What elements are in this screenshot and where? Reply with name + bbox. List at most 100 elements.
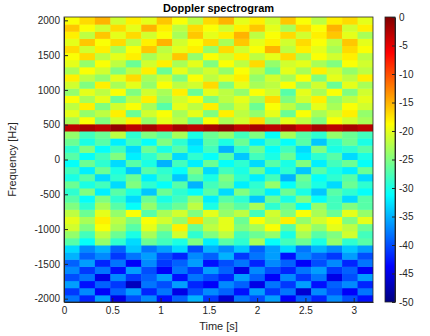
cell (219, 67, 235, 75)
cell (126, 81, 142, 89)
cell (95, 95, 111, 103)
cell (188, 274, 204, 282)
cell (296, 181, 312, 189)
cell (358, 209, 373, 217)
cell (157, 46, 173, 54)
cell (141, 238, 157, 246)
cell (126, 259, 142, 267)
cell (141, 46, 157, 54)
cell (141, 103, 157, 111)
cell (327, 95, 343, 103)
cell (126, 145, 142, 153)
cell (110, 88, 126, 96)
cell (203, 245, 219, 253)
cell (311, 67, 327, 75)
cell (95, 17, 111, 25)
cell (203, 288, 219, 296)
cell (296, 188, 312, 196)
cell (79, 31, 95, 39)
cell (234, 124, 250, 132)
cell (172, 24, 188, 32)
cell (311, 224, 327, 232)
cell (172, 245, 188, 253)
cell (234, 224, 250, 232)
cell (280, 74, 296, 82)
tick-mark (392, 302, 395, 303)
cell (141, 167, 157, 175)
cell (280, 117, 296, 125)
cell (311, 266, 327, 274)
tick-label: 1500 (38, 50, 61, 61)
tick-mark (392, 274, 395, 275)
cell (265, 231, 281, 239)
tick-mark (392, 160, 395, 161)
cell (327, 31, 343, 39)
tick: 3 (351, 298, 357, 316)
cell (110, 174, 126, 182)
cell (342, 167, 358, 175)
cell (327, 266, 343, 274)
cell (219, 167, 235, 175)
cell (342, 195, 358, 203)
cell (79, 266, 95, 274)
cell (126, 195, 142, 203)
cell (249, 167, 265, 175)
cell (265, 167, 281, 175)
tick: -45 (392, 268, 414, 279)
cell (234, 274, 250, 282)
cell (265, 224, 281, 232)
cell (234, 252, 250, 260)
cell (219, 95, 235, 103)
cell (141, 145, 157, 153)
cell (342, 138, 358, 146)
tick-label: 1.5 (202, 305, 216, 316)
cell (249, 288, 265, 296)
cell (110, 67, 126, 75)
cell (79, 131, 95, 139)
cell (280, 138, 296, 146)
cell (234, 238, 250, 246)
cell (249, 266, 265, 274)
cell (157, 138, 173, 146)
cell (234, 259, 250, 267)
cell (157, 81, 173, 89)
cell (234, 152, 250, 160)
cell (342, 160, 358, 168)
cell (342, 181, 358, 189)
cell (234, 53, 250, 61)
cell (342, 53, 358, 61)
cell (265, 138, 281, 146)
cell (126, 281, 142, 289)
cell (126, 238, 142, 246)
cell (110, 274, 126, 282)
cell (280, 145, 296, 153)
cell (95, 231, 111, 239)
cell (79, 117, 95, 125)
cell (296, 245, 312, 253)
cell (126, 38, 142, 46)
cell (157, 167, 173, 175)
cell (296, 53, 312, 61)
cell (219, 24, 235, 32)
cell (95, 266, 111, 274)
cell (64, 117, 80, 125)
cell (280, 124, 296, 132)
cell (64, 217, 80, 225)
cell (311, 95, 327, 103)
tick: 2.5 (299, 298, 313, 316)
cell (172, 152, 188, 160)
cell (311, 24, 327, 32)
cell (110, 53, 126, 61)
cell (296, 138, 312, 146)
cell (64, 38, 80, 46)
tick-label: -40 (399, 240, 414, 251)
cell (157, 117, 173, 125)
cell (110, 252, 126, 260)
cell (358, 131, 373, 139)
cell (296, 160, 312, 168)
cell (95, 209, 111, 217)
cell (327, 17, 343, 25)
cell (327, 167, 343, 175)
cell (126, 117, 142, 125)
cell (327, 145, 343, 153)
